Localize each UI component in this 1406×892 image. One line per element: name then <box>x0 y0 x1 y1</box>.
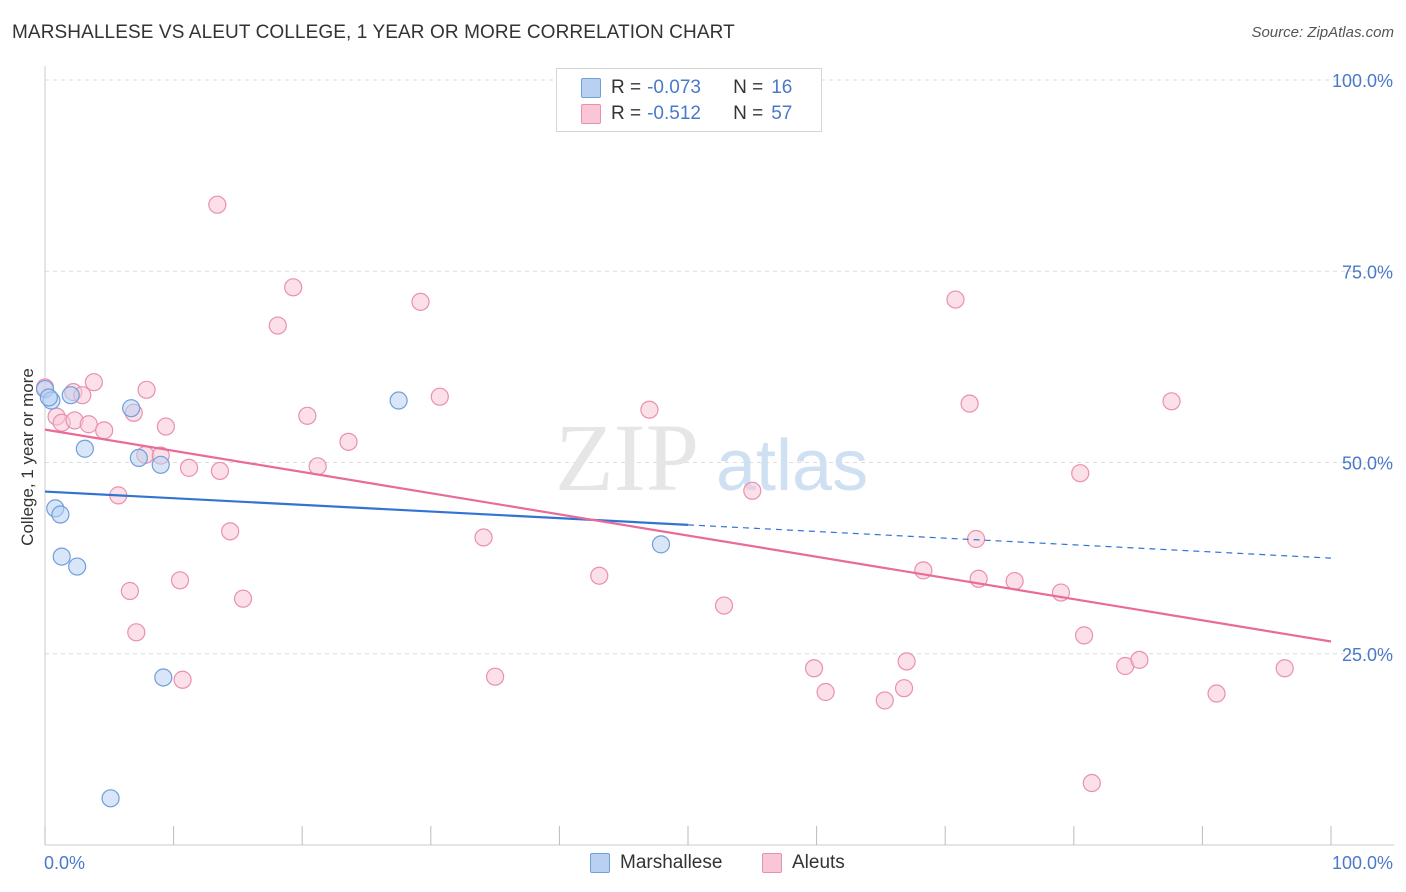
bottom-legend-swatch-pink <box>762 853 782 873</box>
legend-r-label: R = <box>611 77 642 98</box>
point-aleuts <box>1074 626 1094 645</box>
point-marshallese <box>129 448 148 468</box>
point-aleuts <box>894 679 914 698</box>
legend-swatch-blue <box>581 78 601 98</box>
point-aleuts <box>208 195 227 214</box>
point-aleuts <box>430 387 449 406</box>
point-aleuts <box>170 571 190 590</box>
trendline-aleuts <box>44 428 1332 643</box>
x-tick-label: 0.0% <box>44 853 85 873</box>
point-aleuts <box>1005 571 1024 591</box>
y-tick-label: 50.0% <box>1342 454 1393 474</box>
point-aleuts <box>640 400 659 419</box>
point-aleuts <box>298 406 317 425</box>
bottom-legend-marshallese[interactable]: Marshallese <box>590 852 722 874</box>
point-aleuts <box>875 691 894 710</box>
point-aleuts <box>156 417 175 436</box>
point-aleuts <box>308 457 327 476</box>
point-aleuts <box>120 581 139 601</box>
grid-layer <box>45 79 1394 655</box>
watermark: ZIP atlas <box>555 404 868 511</box>
legend-r-label: R = <box>611 103 642 124</box>
point-marshallese <box>151 455 170 474</box>
y-tick-label: 75.0% <box>1342 262 1393 282</box>
point-aleuts <box>1082 773 1101 793</box>
point-aleuts <box>474 528 493 547</box>
legend-n-label: N = <box>733 103 764 124</box>
point-aleuts <box>1162 392 1181 411</box>
legend-r-value: -0.512 <box>647 103 701 124</box>
point-aleuts <box>897 652 916 671</box>
point-marshallese <box>61 386 80 405</box>
point-aleuts <box>210 461 229 481</box>
point-aleuts <box>1207 684 1226 703</box>
point-aleuts <box>816 682 835 702</box>
point-aleuts <box>1275 659 1294 678</box>
point-aleuts <box>179 458 199 477</box>
point-aleuts <box>221 522 240 541</box>
trend-layer <box>44 428 1332 643</box>
point-aleuts <box>960 394 979 413</box>
y-axis-label: College, 1 year or more <box>18 368 37 546</box>
point-marshallese <box>389 391 408 410</box>
point-aleuts <box>268 316 287 335</box>
source-label: Source: ZipAtlas.com <box>1251 24 1394 41</box>
point-aleuts <box>173 670 192 689</box>
point-marshallese <box>52 547 71 566</box>
bottom-legend-label: Aleuts <box>792 852 845 873</box>
point-aleuts <box>137 380 156 399</box>
watermark-zip: ZIP <box>555 404 699 511</box>
trendline-marshallese <box>44 490 689 526</box>
point-aleuts <box>743 481 762 500</box>
point-marshallese <box>68 557 87 576</box>
point-aleuts <box>79 415 98 434</box>
legend-row-marshallese: R = -0.073 N = 16 <box>581 75 792 101</box>
point-aleuts <box>966 529 986 549</box>
point-aleuts <box>486 667 505 686</box>
point-aleuts <box>95 421 114 440</box>
x-tick-label: 100.0% <box>1332 853 1393 873</box>
legend-row-aleuts: R = -0.512 N = 57 <box>581 101 792 127</box>
stats-legend: R = -0.073 N = 16 R = -0.512 N = 57 <box>556 68 822 132</box>
point-aleuts <box>127 623 146 642</box>
y-tick-label: 100.0% <box>1332 71 1393 91</box>
point-marshallese <box>101 789 120 808</box>
point-aleuts <box>411 292 430 311</box>
point-aleuts <box>339 432 358 451</box>
legend-n-label: N = <box>733 77 764 98</box>
chart-title: MARSHALLESE VS ALEUT COLLEGE, 1 YEAR OR … <box>12 22 735 43</box>
bottom-legend-label: Marshallese <box>620 852 723 873</box>
point-aleuts <box>84 373 103 392</box>
point-marshallese <box>75 439 94 458</box>
point-aleuts <box>1071 464 1090 483</box>
point-aleuts <box>233 589 253 608</box>
legend-r-value: -0.073 <box>647 77 701 98</box>
point-marshallese <box>651 535 671 554</box>
point-marshallese <box>51 505 70 524</box>
y-tick-label: 25.0% <box>1342 645 1393 665</box>
legend-n-value: 57 <box>771 103 793 124</box>
point-aleuts <box>804 659 824 678</box>
bottom-legend-swatch-blue <box>590 853 610 873</box>
trendline-marshallese-extension <box>687 524 1332 559</box>
legend-swatch-pink <box>581 104 601 124</box>
point-marshallese <box>39 388 58 407</box>
point-marshallese <box>122 399 141 418</box>
point-aleuts <box>590 566 609 585</box>
point-aleuts <box>714 596 734 615</box>
legend-n-value: 16 <box>771 77 793 98</box>
point-aleuts <box>284 278 303 297</box>
point-aleuts <box>946 290 965 309</box>
bottom-legend-aleuts[interactable]: Aleuts <box>762 852 845 874</box>
axis-layer <box>44 66 1394 846</box>
point-marshallese <box>154 668 173 687</box>
point-aleuts <box>1130 650 1149 669</box>
point-layer <box>35 195 1294 808</box>
label-layer: 25.0% 50.0% 75.0% 100.0% 0.0% 100.0% <box>44 71 1393 873</box>
watermark-atlas: atlas <box>716 426 868 506</box>
